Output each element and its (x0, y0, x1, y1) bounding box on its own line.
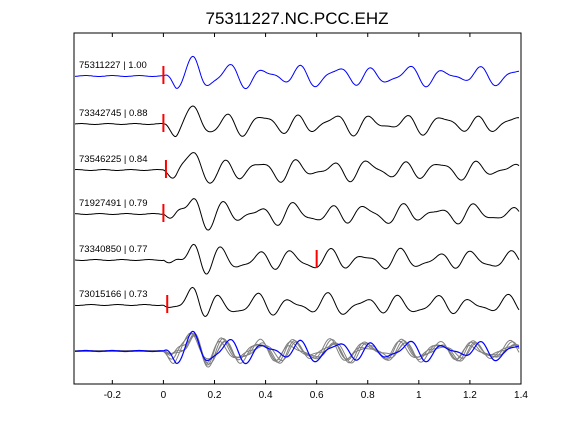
x-tick-label: 0 (161, 390, 167, 401)
x-tick-label: 0.4 (259, 390, 273, 401)
chart-title: 75311227.NC.PCC.EHZ (206, 9, 389, 28)
trace-label-75311227: 75311227 | 1.00 (79, 60, 147, 71)
trace-71927491 (74, 198, 520, 231)
overlay-stack (74, 330, 520, 368)
x-tick-label: 1.2 (463, 390, 477, 401)
trace-73340850 (74, 243, 520, 275)
trace-label-73340850: 73340850 | 0.77 (79, 244, 148, 255)
x-tick-label: 0.2 (208, 390, 222, 401)
trace-group: 75311227 | 1.00 73342745 | 0.88 73546225 |… (74, 55, 520, 317)
x-tick-label: 1.4 (514, 390, 528, 401)
overlay-trace (74, 332, 520, 364)
x-tick-label: -0.2 (104, 390, 122, 401)
x-tick-label: 0.8 (361, 390, 375, 401)
trace-75311227 (74, 55, 520, 90)
x-axis: -0.2 0 0.2 0.4 0.6 0.8 1 1.2 1.4 (104, 33, 528, 401)
trace-label-73546225: 73546225 | 0.84 (79, 154, 148, 165)
plot-area (73, 32, 522, 385)
x-tick-label: 1 (416, 390, 422, 401)
trace-73015166 (74, 286, 520, 317)
trace-label-73342745: 73342745 | 0.88 (79, 108, 148, 119)
trace-label-71927491: 71927491 | 0.79 (79, 198, 148, 209)
overlay-reference-trace (74, 330, 520, 365)
trace-73546225 (74, 152, 520, 184)
trace-label-73015166: 73015166 | 0.73 (79, 289, 148, 300)
trace-73342745 (74, 105, 520, 138)
x-tick-label: 0.6 (310, 390, 324, 401)
